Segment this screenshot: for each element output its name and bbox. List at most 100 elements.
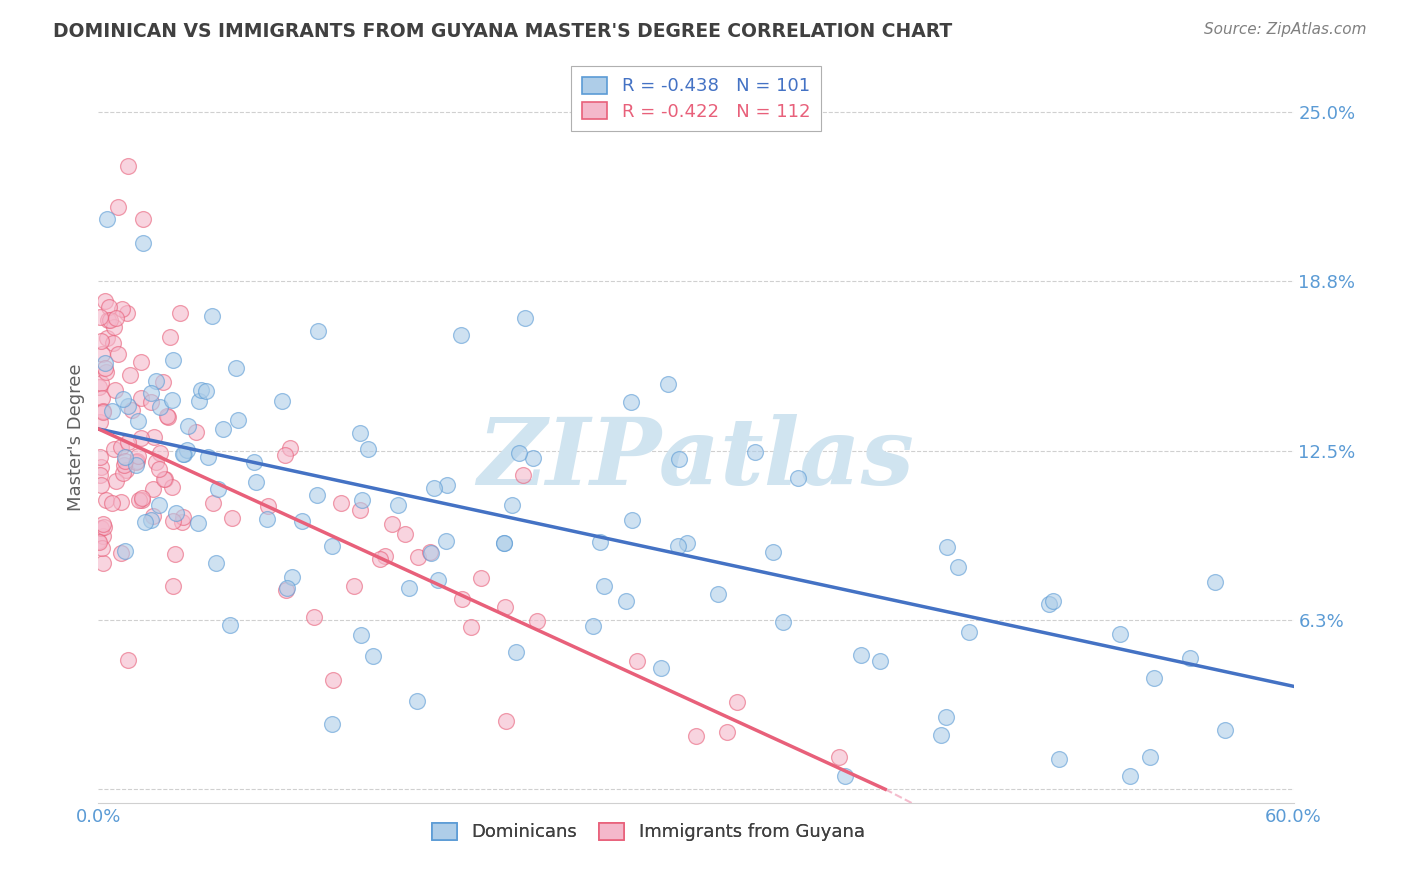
Point	[117, 653, 139, 667]
Point	[134, 515, 156, 529]
Point	[105, 474, 128, 488]
Point	[321, 540, 343, 554]
Point	[685, 729, 707, 743]
Point	[162, 579, 184, 593]
Point	[211, 422, 233, 436]
Point	[127, 454, 149, 468]
Point	[276, 581, 298, 595]
Point	[492, 536, 515, 550]
Point	[94, 293, 117, 308]
Point	[162, 480, 184, 494]
Point	[96, 331, 118, 345]
Point	[304, 609, 326, 624]
Point	[342, 578, 364, 592]
Point	[204, 557, 226, 571]
Text: DOMINICAN VS IMMIGRANTS FROM GUYANA MASTER'S DEGREE CORRELATION CHART: DOMINICAN VS IMMIGRANTS FROM GUYANA MAST…	[53, 22, 953, 41]
Point	[111, 392, 134, 407]
Point	[1038, 597, 1060, 611]
Point	[107, 200, 129, 214]
Point	[668, 539, 690, 553]
Point	[162, 514, 184, 528]
Point	[505, 645, 527, 659]
Point	[207, 482, 229, 496]
Point	[90, 334, 112, 348]
Text: Source: ZipAtlas.com: Source: ZipAtlas.com	[1204, 22, 1367, 37]
Point	[91, 556, 114, 570]
Point	[626, 654, 648, 668]
Point	[90, 478, 112, 492]
Point	[89, 310, 111, 324]
Point	[114, 454, 136, 468]
Point	[242, 455, 264, 469]
Point	[139, 513, 162, 527]
Point	[89, 467, 111, 482]
Point	[828, 750, 851, 764]
Point	[381, 517, 404, 532]
Point	[127, 414, 149, 428]
Point	[153, 472, 176, 486]
Point	[1119, 769, 1142, 783]
Point	[110, 440, 132, 454]
Point	[188, 393, 211, 408]
Point	[195, 384, 218, 398]
Point	[307, 324, 329, 338]
Point	[494, 599, 516, 614]
Point	[349, 425, 371, 440]
Point	[676, 536, 699, 550]
Point	[94, 361, 117, 376]
Point	[929, 728, 952, 742]
Point	[834, 769, 856, 783]
Point	[177, 418, 200, 433]
Point	[513, 310, 536, 325]
Point	[169, 306, 191, 320]
Point	[350, 628, 373, 642]
Point	[256, 499, 278, 513]
Point	[620, 395, 643, 409]
Point	[787, 471, 810, 485]
Point	[406, 549, 429, 564]
Point	[526, 614, 548, 628]
Point	[322, 673, 344, 688]
Point	[112, 458, 135, 472]
Point	[89, 450, 111, 464]
Point	[419, 545, 441, 559]
Point	[129, 355, 152, 369]
Point	[436, 478, 458, 492]
Point	[139, 385, 162, 400]
Point	[187, 516, 209, 530]
Point	[716, 725, 738, 739]
Point	[93, 356, 115, 370]
Point	[89, 415, 111, 429]
Point	[593, 579, 616, 593]
Point	[1178, 651, 1201, 665]
Point	[744, 445, 766, 459]
Point	[117, 159, 139, 173]
Point	[132, 235, 155, 250]
Point	[398, 581, 420, 595]
Point	[281, 570, 304, 584]
Point	[90, 459, 112, 474]
Point	[101, 404, 124, 418]
Point	[374, 549, 396, 564]
Point	[495, 714, 517, 729]
Point	[129, 392, 152, 406]
Point	[163, 548, 186, 562]
Point	[160, 393, 183, 408]
Point	[434, 534, 457, 549]
Point	[946, 560, 969, 574]
Point	[707, 587, 730, 601]
Point	[142, 508, 165, 523]
Point	[91, 404, 114, 418]
Point	[107, 347, 129, 361]
Point	[125, 458, 148, 473]
Point	[139, 395, 162, 409]
Point	[103, 442, 125, 457]
Point	[129, 431, 152, 445]
Point	[218, 618, 240, 632]
Point	[650, 661, 672, 675]
Point	[114, 544, 136, 558]
Point	[125, 455, 148, 469]
Point	[145, 375, 167, 389]
Point	[132, 211, 155, 226]
Point	[156, 409, 179, 424]
